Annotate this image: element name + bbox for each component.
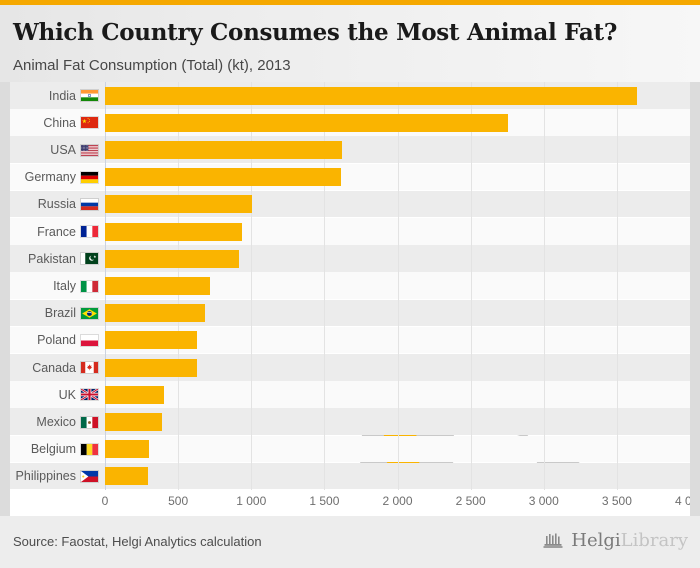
chart-plot-area: India China USA Germany Russia France Pakistan… [10, 82, 690, 516]
bar-belgium[interactable] [105, 440, 149, 459]
category-label-brazil: Brazil [44, 306, 76, 321]
flag-russia-icon [80, 197, 99, 211]
x-axis-tick-label: 4 000 [674, 494, 690, 508]
category-label-france: France [37, 224, 76, 239]
bar-pakistan[interactable] [105, 249, 239, 268]
flag-india-icon [80, 89, 99, 103]
flag-mexico-icon [80, 415, 99, 429]
category-label-pakistan: Pakistan [28, 251, 76, 266]
category-label-philippines: Philippines [15, 469, 76, 484]
bar-germany[interactable] [105, 168, 342, 187]
logo-text-library: Library [620, 529, 688, 551]
flag-pakistan-icon [80, 252, 99, 266]
accent-top-strip [0, 0, 700, 5]
x-axis-tick-label: 1 000 [236, 494, 267, 508]
bar-uk[interactable] [105, 385, 164, 404]
flag-france-icon [80, 225, 99, 239]
chart-footer: Source: Faostat, Helgi Analytics calcula… [0, 516, 700, 568]
chart-gridline [397, 82, 399, 490]
bar-italy[interactable] [105, 277, 211, 295]
category-label-india: India [48, 88, 76, 103]
flag-brazil-icon [80, 306, 99, 320]
chart-gridline [324, 82, 326, 490]
flag-poland-icon [80, 333, 99, 347]
category-label-usa: USA [50, 143, 76, 157]
flag-belgium-icon [80, 442, 99, 456]
bar-mexico[interactable] [105, 413, 163, 431]
bar-china[interactable] [105, 113, 508, 132]
chart-gridline [616, 82, 618, 490]
category-label-uk: UK [58, 387, 76, 402]
bar-canada[interactable] [105, 358, 198, 377]
x-axis-tick-label: 0 [101, 494, 109, 508]
bar-brazil[interactable] [105, 304, 206, 323]
library-building-icon [543, 533, 563, 548]
source-note: Source: Faostat, Helgi Analytics calcula… [13, 534, 262, 549]
bar-chart: India China USA Germany Russia France Pakistan… [10, 82, 690, 516]
category-label-italy: Italy [53, 279, 76, 293]
bar-france[interactable] [105, 222, 243, 241]
x-axis-tick-label: 3 000 [528, 494, 559, 508]
x-axis-tick-label: 3 500 [601, 494, 632, 508]
x-axis-tick-label: 1 500 [309, 494, 340, 508]
flag-usa-icon [80, 143, 99, 157]
bar-india[interactable] [105, 86, 638, 105]
x-axis-tick-label: 2 000 [382, 494, 413, 508]
bar-russia[interactable] [105, 195, 252, 214]
flag-china-icon [80, 116, 99, 130]
flag-uk-icon [80, 388, 99, 402]
page-title: Which Country Consumes the Most Animal F… [13, 19, 618, 46]
bar-usa[interactable] [105, 141, 342, 159]
chart-gridline [470, 82, 472, 490]
category-label-canada: Canada [32, 360, 76, 375]
category-label-germany: Germany [24, 170, 76, 185]
flag-italy-icon [80, 279, 99, 293]
x-axis-tick-label: 2 500 [455, 494, 486, 508]
helgi-library-logo[interactable]: Helgi Library [543, 528, 688, 552]
category-label-mexico: Mexico [36, 415, 76, 429]
chart-header: Which Country Consumes the Most Animal F… [0, 5, 700, 82]
x-axis-tick-label: 500 [168, 494, 189, 508]
flag-canada-icon [80, 361, 99, 375]
category-label-belgium: Belgium [30, 442, 76, 457]
category-label-china: China [43, 115, 76, 130]
flag-germany-icon [80, 170, 99, 184]
chart-gridline [251, 82, 253, 490]
category-label-poland: Poland [37, 333, 76, 348]
logo-text-helgi: Helgi [571, 529, 621, 551]
category-label-russia: Russia [37, 197, 76, 212]
bar-philippines[interactable] [105, 467, 149, 486]
bar-poland[interactable] [105, 331, 198, 350]
flag-philippines-icon [80, 469, 99, 483]
chart-gridline [543, 82, 545, 490]
page-subtitle: Animal Fat Consumption (Total) (kt), 201… [13, 57, 291, 74]
